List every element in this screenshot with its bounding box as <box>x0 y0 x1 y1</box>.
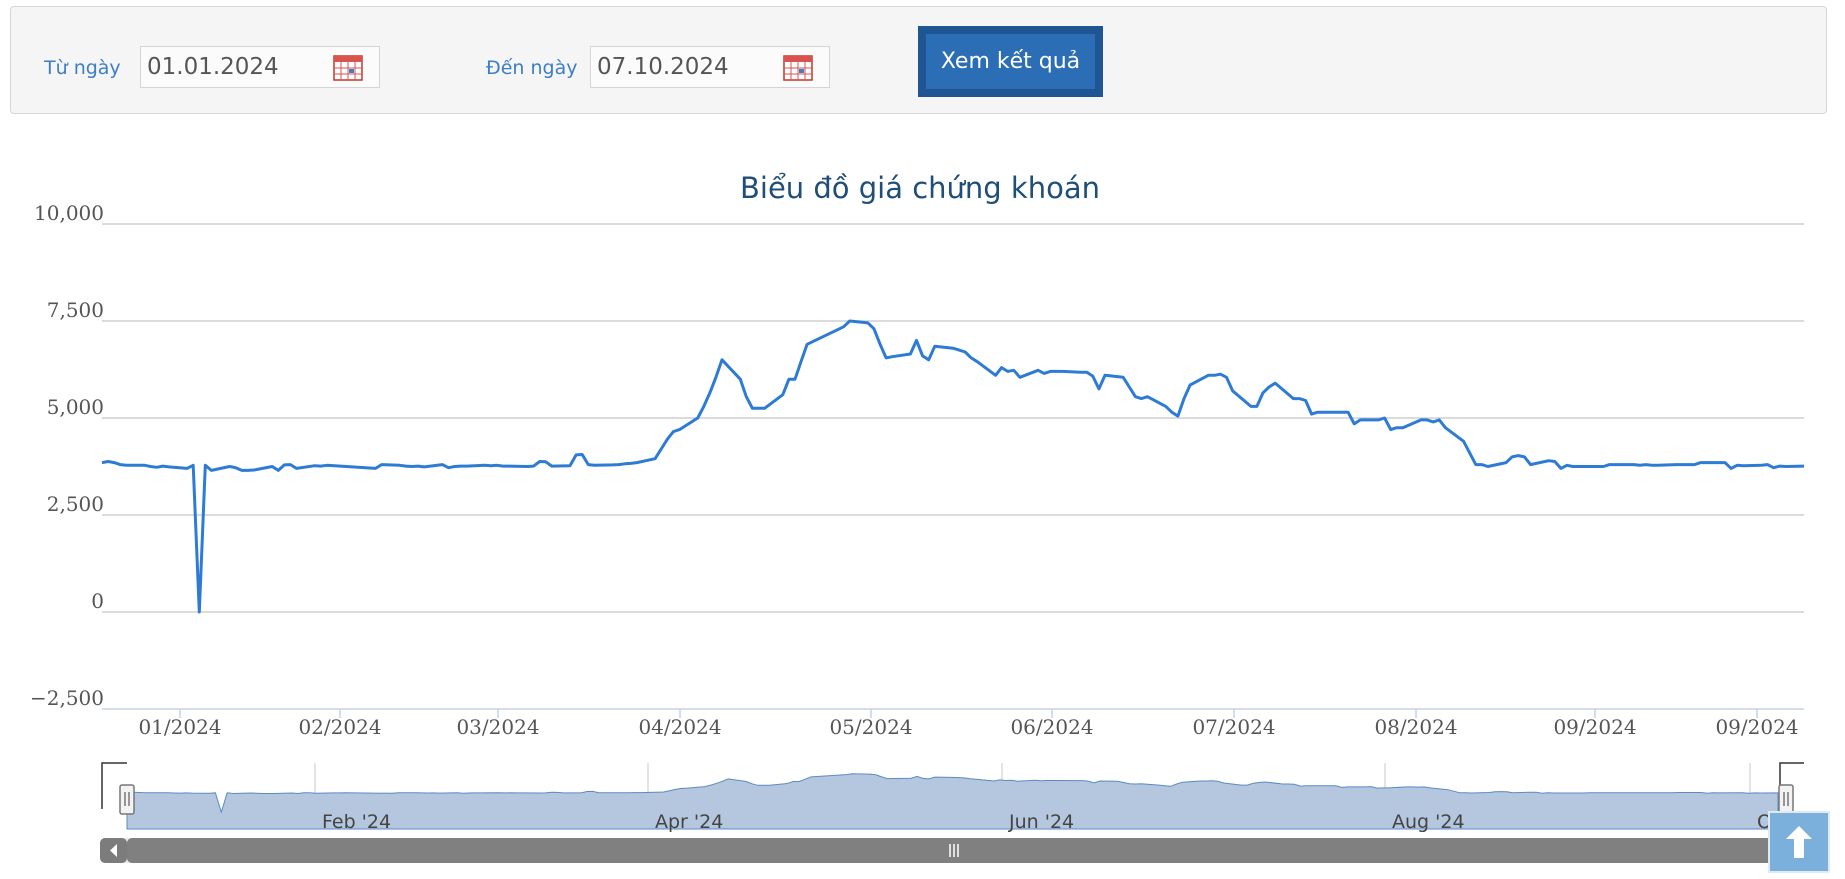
y-tick-label: 10,000 <box>34 201 104 225</box>
x-tick-label: 03/2024 <box>456 715 539 739</box>
navigator-tick-label: Aug '24 <box>1392 811 1465 833</box>
grid-lines <box>102 223 1804 710</box>
x-tick-label: 08/2024 <box>1374 715 1457 739</box>
navigator-series <box>126 773 1779 830</box>
navigator-right-handle[interactable] <box>1778 784 1794 815</box>
from-date-label: Từ ngày <box>44 57 121 79</box>
arrow-up-icon <box>1786 826 1812 858</box>
to-date-input[interactable]: 07.10.2024 <box>590 46 830 88</box>
x-tick-label: 07/2024 <box>1192 715 1275 739</box>
to-date-value: 07.10.2024 <box>597 54 729 80</box>
navigator-area <box>126 773 1779 830</box>
navigator-left-handle[interactable] <box>119 784 135 815</box>
price-line <box>101 319 1805 614</box>
x-tick-label: 01/2024 <box>138 715 221 739</box>
from-date-value: 01.01.2024 <box>147 54 279 80</box>
y-tick-label: 7,500 <box>47 298 104 322</box>
scroll-to-top-button[interactable] <box>1768 811 1830 873</box>
x-tick-label: 02/2024 <box>298 715 381 739</box>
navigator-scrollbar[interactable] <box>100 838 1805 863</box>
y-tick-label: 0 <box>91 589 104 613</box>
x-tick-label: 05/2024 <box>829 715 912 739</box>
y-tick-label: −2,500 <box>30 686 104 710</box>
navigator[interactable]: Feb '24 Apr '24 Jun '24 Aug '24 O <box>100 762 1805 863</box>
to-date-label: Đến ngày <box>486 57 578 79</box>
chart-title: Biểu đồ giá chứng khoán <box>740 171 1100 205</box>
from-date-input[interactable]: 01.01.2024 <box>140 46 380 88</box>
y-tick-label: 5,000 <box>47 395 104 419</box>
calendar-icon[interactable] <box>333 55 363 81</box>
y-axis: −2,500 0 2,500 5,000 7,500 10,000 <box>30 201 104 710</box>
chevron-left-icon[interactable] <box>100 838 127 863</box>
view-results-label: Xem kết quả <box>926 34 1095 89</box>
series-group <box>101 319 1805 614</box>
x-tick-label: 09/2024 <box>1553 715 1636 739</box>
y-tick-label: 2,500 <box>47 492 104 516</box>
navigator-ticks: Feb '24 Apr '24 Jun '24 Aug '24 O <box>322 811 1772 833</box>
view-results-button[interactable]: Xem kết quả <box>918 26 1103 97</box>
grip-icon <box>949 844 959 857</box>
x-tick-label: 09/2024 <box>1715 715 1798 739</box>
x-tick-label: 04/2024 <box>638 715 721 739</box>
calendar-icon[interactable] <box>783 55 813 81</box>
price-chart: Biểu đồ giá chứng khoán −2,500 0 2,500 5,00… <box>30 171 1805 863</box>
navigator-tick-label: Apr '24 <box>655 811 723 833</box>
navigator-tick-label: Jun '24 <box>1008 811 1074 833</box>
filter-panel: Từ ngày 01.01.2024 Đến ngày 07.10.2024 X… <box>10 6 1827 114</box>
x-axis: 01/2024 02/2024 03/2024 04/2024 05/2024 06/20… <box>138 709 1799 739</box>
navigator-tick-label: Feb '24 <box>322 811 391 833</box>
x-tick-label: 06/2024 <box>1010 715 1093 739</box>
